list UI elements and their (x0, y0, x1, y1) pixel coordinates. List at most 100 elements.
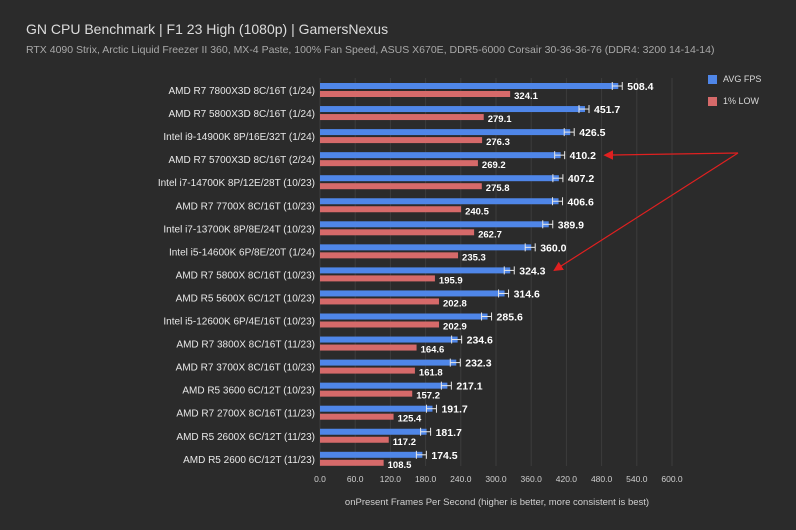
chart-subtitle: RTX 4090 Strix, Arctic Liquid Freezer II… (26, 44, 715, 56)
avg-fps-bar (320, 129, 571, 136)
legend-swatch-avg (708, 74, 717, 84)
chart-title: GN CPU Benchmark | F1 23 High (1080p) | … (26, 21, 389, 37)
avg-fps-value-label: 360.0 (540, 242, 566, 254)
low-fps-value-label: 279.1 (488, 114, 512, 125)
low-fps-value-label: 157.2 (416, 391, 440, 402)
low-fps-bar (320, 321, 440, 328)
category-label: AMD R5 2600X 6C/12T (11/23) (176, 432, 315, 443)
avg-fps-bar (320, 198, 559, 205)
low-fps-bar (320, 114, 484, 121)
annotation-arrow (603, 150, 739, 160)
category-label: AMD R7 2700X 8C/16T (11/23) (176, 409, 315, 420)
x-tick-label: 0.0 (314, 474, 326, 484)
x-tick-label: 540.0 (626, 474, 648, 484)
x-tick-label: 120.0 (380, 474, 402, 484)
low-fps-bar (320, 183, 482, 190)
low-fps-bar (320, 206, 462, 213)
avg-fps-value-label: 407.2 (568, 173, 594, 185)
low-fps-value-label: 202.8 (443, 298, 467, 309)
avg-fps-value-label: 406.6 (568, 196, 594, 208)
low-fps-bar (320, 91, 511, 97)
legend-swatch-low (708, 96, 717, 106)
avg-fps-bar (320, 152, 561, 159)
avg-fps-bar (320, 290, 505, 297)
low-fps-bar (320, 436, 389, 443)
legend-item-low: 1% LOW (708, 96, 761, 106)
avg-fps-value-label: 314.6 (514, 288, 540, 300)
x-axis-label: onPresent Frames Per Second (higher is b… (345, 497, 649, 508)
avg-fps-bar (320, 175, 559, 182)
category-label: AMD R7 5800X 8C/16T (10/23) (176, 270, 315, 281)
low-fps-bar (320, 298, 439, 305)
avg-fps-value-label: 451.7 (594, 104, 620, 116)
x-tick-label: 360.0 (521, 474, 543, 484)
avg-fps-value-label: 234.6 (467, 335, 493, 347)
x-tick-label: 300.0 (485, 474, 507, 484)
low-fps-value-label: 195.9 (439, 275, 463, 286)
low-fps-value-label: 324.1 (514, 91, 538, 102)
avg-fps-bar (320, 221, 549, 228)
low-fps-value-label: 240.5 (465, 206, 489, 217)
avg-fps-bar (320, 106, 585, 113)
category-label: AMD R7 3800X 8C/16T (11/23) (176, 340, 315, 351)
category-label: AMD R7 7700X 8C/16T (10/23) (176, 201, 315, 212)
avg-fps-bar (320, 267, 511, 274)
low-fps-bar (320, 275, 435, 282)
low-fps-value-label: 117.2 (393, 437, 416, 448)
low-fps-bar (320, 413, 394, 420)
category-label: Intel i7-14700K 8P/12E/28T (10/23) (158, 178, 315, 189)
low-fps-bar (320, 137, 483, 144)
category-label: Intel i9-14900K 8P/16E/32T (1/24) (163, 132, 315, 143)
low-fps-bar (320, 459, 384, 466)
category-label: AMD R7 3700X 8C/16T (10/23) (176, 363, 315, 374)
avg-fps-value-label: 232.3 (465, 358, 491, 370)
avg-fps-value-label: 508.4 (627, 81, 653, 93)
avg-fps-value-label: 285.6 (497, 312, 523, 324)
low-fps-value-label: 276.3 (486, 137, 510, 148)
category-label: AMD R7 5700X3D 8C/16T (2/24) (168, 155, 315, 166)
avg-fps-value-label: 217.1 (456, 381, 482, 393)
x-tick-label: 420.0 (556, 474, 578, 484)
low-fps-bar (320, 252, 459, 259)
low-fps-value-label: 202.9 (443, 322, 467, 333)
avg-fps-bar (320, 451, 423, 458)
legend-label-low: 1% LOW (723, 96, 760, 106)
avg-fps-value-label: 174.5 (431, 450, 457, 462)
avg-fps-value-label: 181.7 (436, 427, 462, 439)
low-fps-bar (320, 344, 417, 351)
category-label: Intel i5-14600K 6P/8E/20T (1/24) (169, 247, 315, 258)
avg-fps-bar (320, 428, 427, 435)
legend-item-avg: AVG FPS (708, 74, 761, 84)
avg-fps-bar (320, 244, 532, 251)
low-fps-bar (320, 390, 413, 397)
low-fps-value-label: 269.2 (482, 160, 506, 171)
x-tick-label: 480.0 (591, 474, 613, 484)
avg-fps-bar (320, 83, 619, 89)
low-fps-bar (320, 367, 415, 374)
low-fps-value-label: 164.6 (421, 345, 445, 356)
legend: AVG FPS 1% LOW (708, 74, 761, 118)
avg-fps-bar (320, 313, 488, 320)
x-tick-label: 240.0 (450, 474, 472, 484)
category-label: AMD R7 5800X3D 8C/16T (1/24) (168, 109, 315, 120)
annotation-arrow (553, 152, 739, 272)
low-fps-value-label: 235.3 (462, 252, 486, 263)
avg-fps-value-label: 426.5 (579, 127, 605, 139)
avg-fps-bar (320, 405, 433, 412)
avg-fps-value-label: 410.2 (570, 150, 596, 162)
avg-fps-value-label: 324.3 (519, 265, 545, 277)
avg-fps-value-label: 389.9 (558, 219, 584, 231)
low-fps-value-label: 125.4 (398, 414, 422, 425)
x-tick-label: 180.0 (415, 474, 437, 484)
avg-fps-bar (320, 382, 448, 389)
low-fps-value-label: 275.8 (486, 183, 510, 194)
low-fps-bar (320, 160, 478, 167)
category-label: Intel i7-13700K 8P/8E/24T (10/23) (163, 224, 315, 235)
low-fps-bar (320, 229, 475, 236)
category-label: AMD R5 3600 6C/12T (10/23) (182, 386, 315, 397)
category-label: AMD R7 7800X3D 8C/16T (1/24) (168, 86, 315, 97)
avg-fps-bar (320, 336, 458, 343)
category-label: Intel i5-12600K 6P/4E/16T (10/23) (163, 317, 315, 328)
category-label: AMD R5 2600 6C/12T (11/23) (183, 455, 315, 466)
